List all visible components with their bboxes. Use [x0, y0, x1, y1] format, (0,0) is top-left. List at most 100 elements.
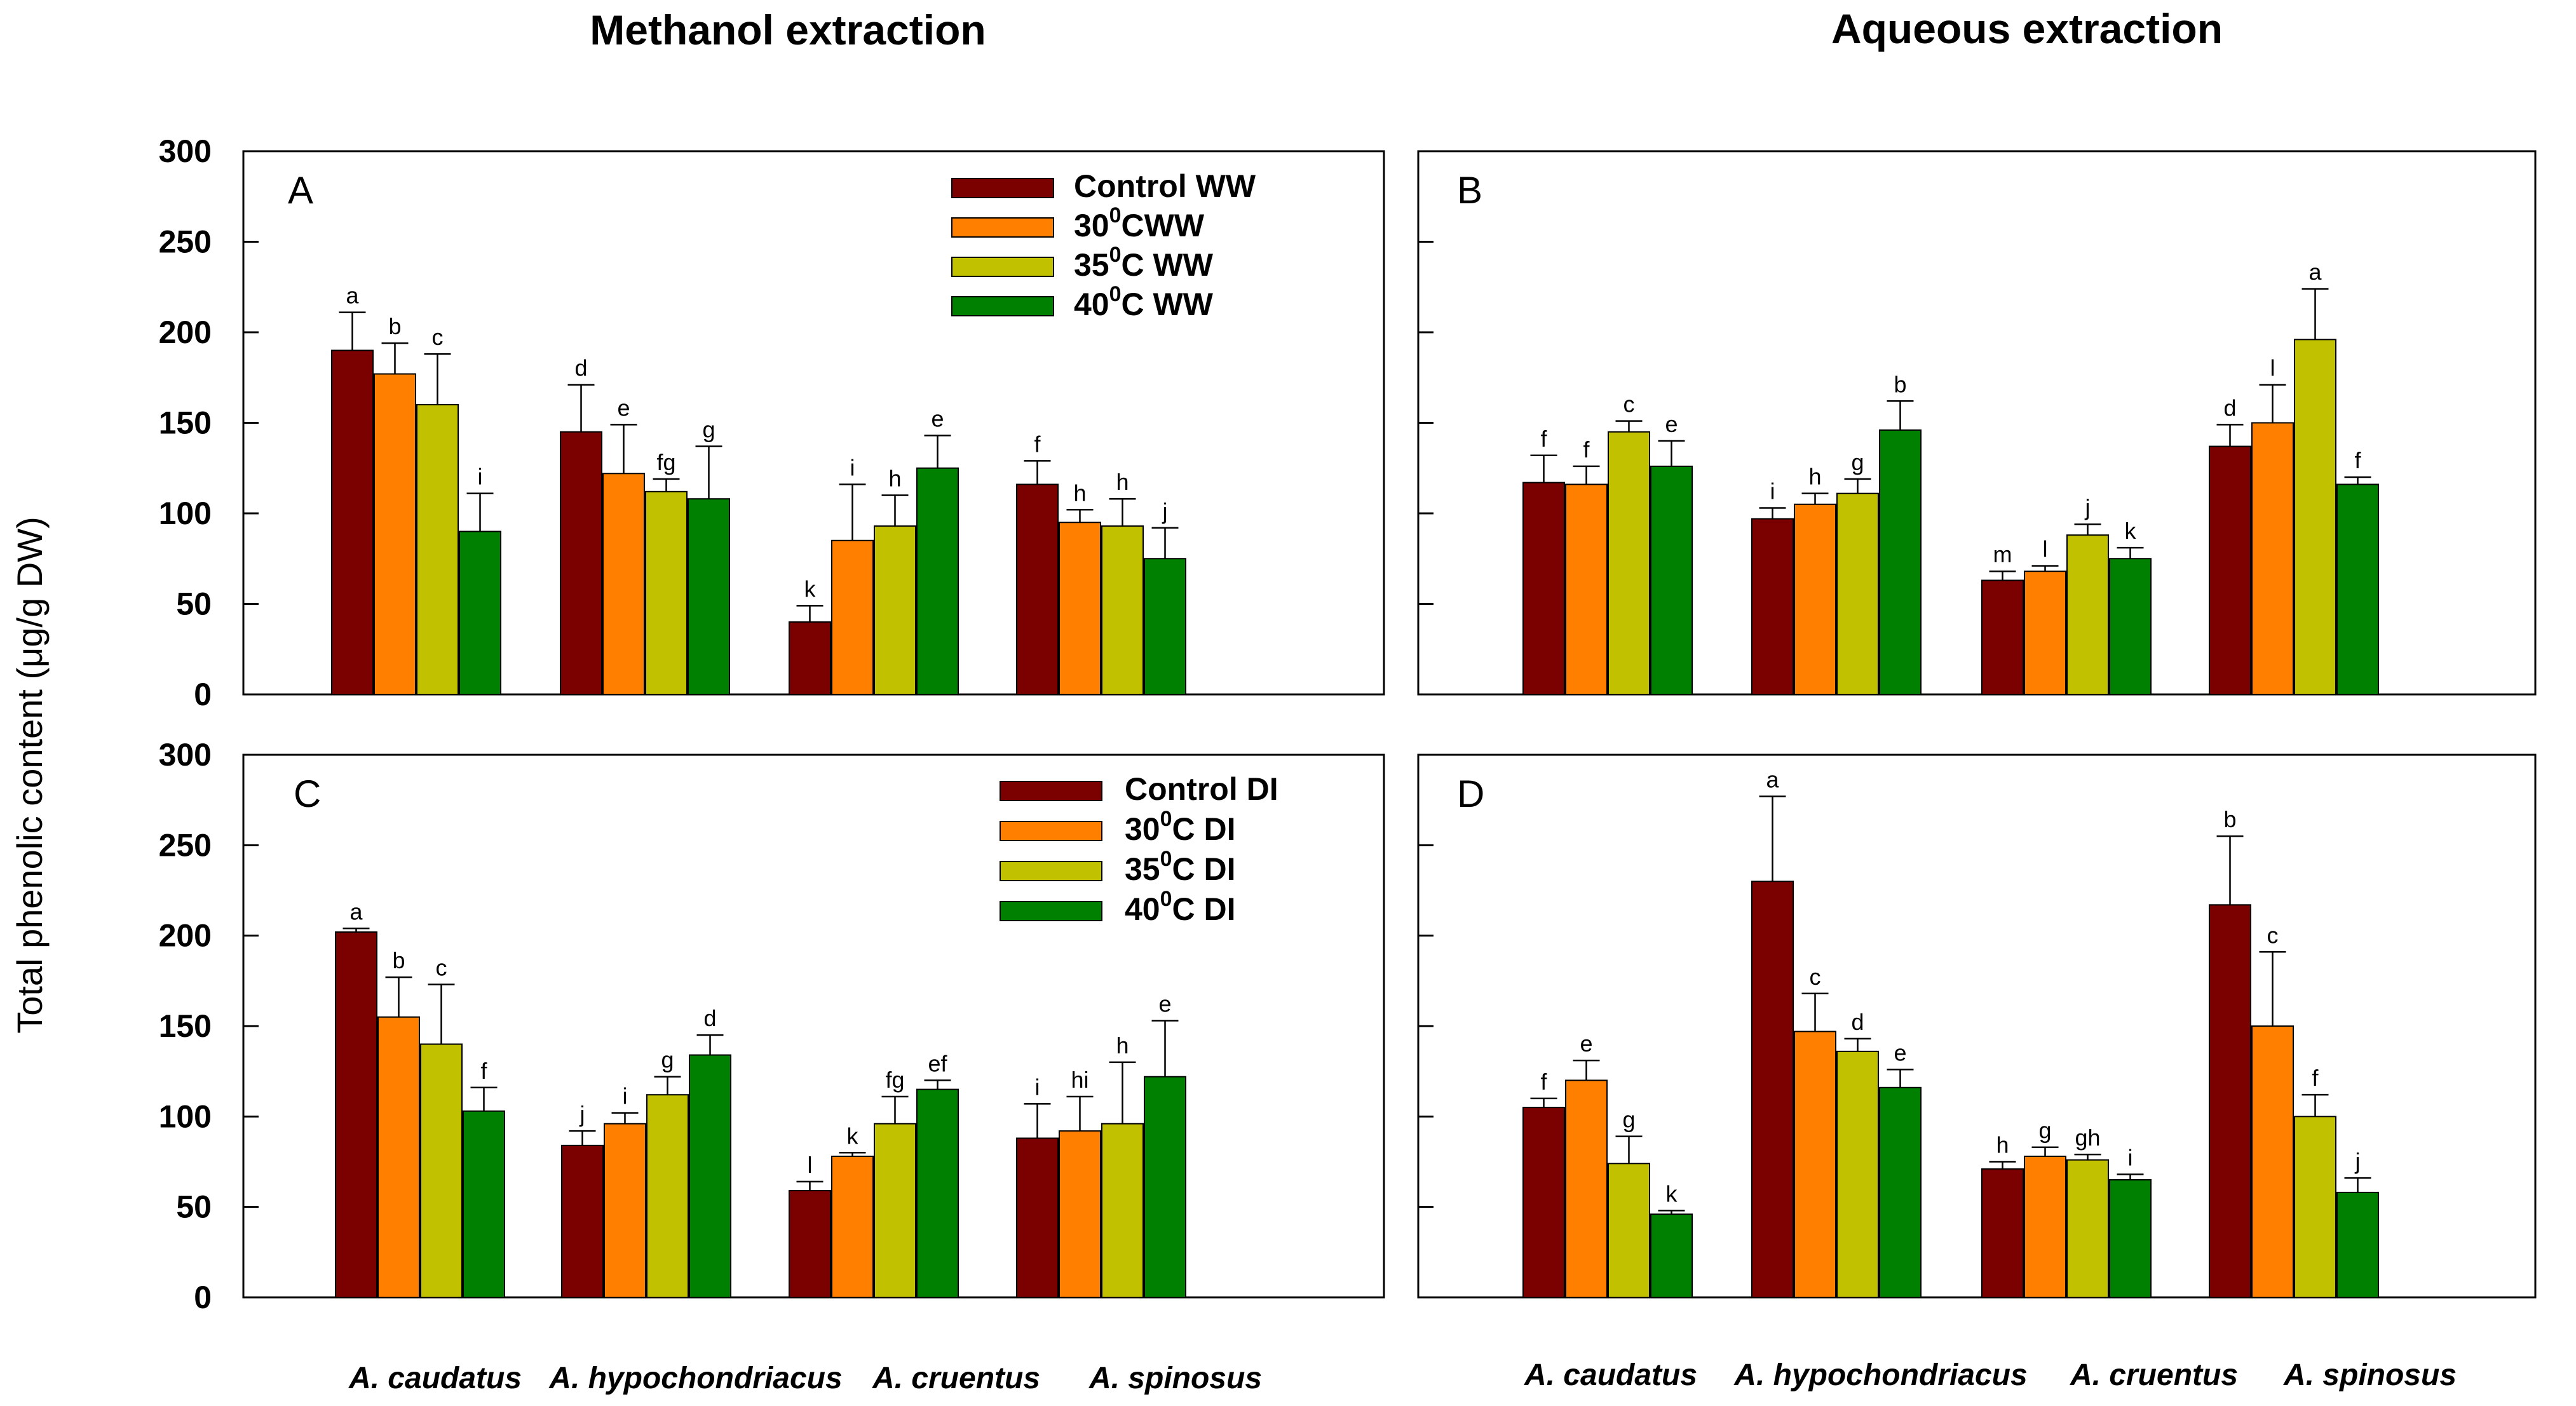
panel-a-ytick-label: 150 [159, 405, 212, 441]
panel-b-bar-35-c-ww-a-hypochondriacus-letter: g [1851, 449, 1864, 475]
panel-a-bar-40-c-ww-a-spinosus-letter: j [1162, 498, 1168, 524]
panel-a-ytick-label: 0 [194, 677, 212, 712]
panel-c-bar-35-c-di-a-cruentus [874, 1123, 916, 1298]
panel-a-bar-control-ww-a-caudatus-letter: a [346, 283, 359, 309]
category-label-right-hypochondriacus: A. hypochondriacus [1733, 1358, 2027, 1392]
panel-d-bar-40-c-di-a-hypochondriacus [1879, 1086, 1922, 1298]
panel-a-bar-35-c-ww-a-spinosus [1101, 525, 1144, 695]
panel-a-legend-swatch-2 [951, 217, 1054, 238]
panel-b-bar-30-c-ww-a-caudatus [1565, 483, 1608, 696]
panel-c-bar-control-di-a-cruentus [789, 1190, 831, 1298]
panel-d-bar-35-c-di-a-hypochondriacus [1836, 1050, 1879, 1299]
panel-a-bar-control-ww-a-hypochondriacus [560, 431, 602, 695]
panel-c-legend-entry-1: Control DI [1125, 771, 1278, 807]
panel-a-bar-35-c-ww-a-hypochondriacus-letter: fg [656, 449, 675, 475]
panel-c-ytick-label: 250 [159, 827, 212, 863]
panel-b-bar-30-c-ww-a-cruentus-letter: l [2043, 536, 2048, 562]
panel-b-bar-control-ww-a-caudatus-letter: f [1540, 426, 1547, 452]
panel-a-ytick-label: 100 [159, 496, 212, 531]
panel-a-legend-entry-3: 350C WW [1074, 243, 1214, 283]
panel-c-bar-30-c-di-a-hypochondriacus [604, 1123, 646, 1298]
category-label-right-cruentus: A. cruentus [2070, 1358, 2238, 1392]
panel-a-legend-swatch-1 [951, 178, 1054, 198]
panel-d-bar-30-c-di-a-caudatus [1565, 1079, 1608, 1299]
panel-d-bar-40-c-di-a-caudatus [1650, 1213, 1693, 1299]
panel-d-bar-30-c-di-a-cruentus-letter: g [2038, 1118, 2051, 1144]
panel-c-bar-control-di-a-caudatus [335, 931, 377, 1299]
panel-c-legend-entry-3: 350C DI [1125, 847, 1236, 887]
panel-d-bar-40-c-di-a-spinosus [2336, 1191, 2379, 1298]
panel-c-ytick-label: 50 [176, 1189, 212, 1225]
panel-d-bar-30-c-di-a-cruentus [2024, 1155, 2066, 1298]
panel-b-bar-30-c-ww-a-hypochondriacus [1794, 503, 1836, 695]
panel-b-bar-35-c-ww-a-caudatus-letter: c [1624, 391, 1635, 417]
panel-a-bar-30-c-ww-a-hypochondriacus-letter: e [617, 395, 630, 421]
panel-d-bar-35-c-di-a-cruentus-letter: gh [2075, 1125, 2100, 1151]
panel-b-label: B [1457, 169, 1482, 212]
panel-a-bar-35-c-ww-a-cruentus [874, 525, 916, 695]
panel-b-bar-40-c-ww-a-cruentus-letter: k [2125, 518, 2137, 544]
panel-b-bar-35-c-ww-a-cruentus [2066, 534, 2109, 696]
panel-b-bar-30-c-ww-a-hypochondriacus-letter: h [1808, 464, 1821, 490]
panel-b-bar-30-c-ww-a-caudatus-letter: f [1583, 436, 1590, 463]
panel-d-bar-35-c-di-a-spinosus [2294, 1116, 2336, 1299]
panel-a-legend-entry-2: 300CWW [1074, 203, 1205, 243]
panel-d-bar-35-c-di-a-hypochondriacus-letter: d [1851, 1009, 1864, 1035]
panel-a-ytick-label: 50 [176, 586, 212, 622]
panel-b-bar-control-ww-a-spinosus [2209, 445, 2251, 695]
panel-b-bar-30-c-ww-a-spinosus-letter: l [2270, 355, 2275, 381]
category-label-left-spinosus: A. spinosus [1088, 1362, 1262, 1395]
panel-c-bar-control-di-a-hypochondriacus [561, 1144, 604, 1298]
panel-c-bar-30-c-di-a-hypochondriacus-letter: i [623, 1083, 628, 1109]
category-label-right-caudatus: A. caudatus [1524, 1358, 1697, 1392]
panel-b-bar-control-ww-a-hypochondriacus [1751, 518, 1794, 695]
panel-a-bar-40-c-ww-a-caudatus [459, 531, 501, 695]
panel-a-bar-40-c-ww-a-hypochondriacus-letter: g [702, 417, 715, 443]
panel-a-bar-30-c-ww-a-spinosus [1059, 522, 1101, 695]
panel-c-bar-30-c-di-a-cruentus-letter: k [847, 1123, 859, 1149]
panel-b-bar-40-c-ww-a-spinosus [2336, 483, 2379, 696]
panel-a-bar-35-c-ww-a-cruentus-letter: h [888, 466, 901, 492]
panel-c-bar-40-c-di-a-cruentus-letter: ef [928, 1050, 947, 1076]
panel-d-bar-control-di-a-cruentus-letter: h [1996, 1132, 2009, 1158]
panel-a-bar-35-c-ww-a-spinosus-letter: h [1116, 469, 1129, 495]
panel-a-bar-control-ww-a-cruentus-letter: k [804, 576, 817, 602]
panel-b-bar-40-c-ww-a-spinosus-letter: f [2354, 447, 2361, 473]
panel-a-bar-35-c-ww-a-caudatus [416, 404, 459, 695]
panel-a-legend-entry-4: 400C WW [1074, 282, 1214, 322]
panel-d-bar-40-c-di-a-caudatus-letter: k [1666, 1180, 1678, 1207]
panel-d-bar-35-c-di-a-spinosus-letter: f [2312, 1065, 2319, 1091]
panel-d-label: D [1457, 773, 1484, 815]
panel-b-bar-control-ww-a-hypochondriacus-letter: i [1770, 478, 1775, 504]
panel-c-legend-swatch-4 [1000, 901, 1102, 921]
panel-d-bar-control-di-a-hypochondriacus-letter: a [1766, 766, 1779, 792]
panel-d-bar-30-c-di-a-hypochondriacus-letter: c [1810, 964, 1821, 990]
panel-d-bar-30-c-di-a-spinosus [2251, 1025, 2294, 1298]
panel-d-bar-40-c-di-a-spinosus-letter: j [2355, 1148, 2361, 1174]
panel-b-bar-35-c-ww-a-caudatus [1608, 431, 1650, 695]
panel-a-bar-35-c-ww-a-caudatus-letter: c [432, 324, 444, 350]
category-label-right-spinosus: A. spinosus [2283, 1358, 2457, 1392]
panel-c-ytick-label: 0 [194, 1280, 212, 1315]
panel-a-ytick-label: 200 [159, 314, 212, 350]
panel-c-bar-control-di-a-spinosus [1016, 1137, 1059, 1298]
panel-a-ytick-label: 250 [159, 224, 212, 260]
panel-c-bar-35-c-di-a-hypochondriacus [646, 1094, 689, 1298]
panel-b-bar-40-c-ww-a-hypochondriacus-letter: b [1894, 371, 1906, 397]
panel-c-bar-40-c-di-a-cruentus [916, 1088, 959, 1298]
panel-b-bar-control-ww-a-cruentus-letter: m [1993, 541, 2012, 567]
panel-c-bar-30-c-di-a-caudatus-letter: b [392, 947, 405, 973]
panel-c-bar-30-c-di-a-spinosus [1059, 1130, 1101, 1299]
panel-b-bar-35-c-ww-a-cruentus-letter: j [2085, 494, 2091, 520]
panel-c-bar-35-c-di-a-caudatus-letter: c [436, 955, 447, 981]
panel-c-bar-30-c-di-a-caudatus [377, 1016, 420, 1299]
panel-d-bar-30-c-di-a-hypochondriacus [1794, 1031, 1836, 1299]
panel-c-ytick-label: 150 [159, 1008, 212, 1044]
panel-a-bar-control-ww-a-cruentus [789, 621, 831, 695]
panel-d-bar-40-c-di-a-cruentus [2109, 1179, 2152, 1299]
panel-a-bar-40-c-ww-a-spinosus [1144, 558, 1186, 695]
panel-c-legend-entry-2: 300C DI [1125, 807, 1236, 847]
panel-a-bar-control-ww-a-spinosus [1016, 483, 1059, 696]
panel-d-bar-30-c-di-a-caudatus-letter: e [1580, 1031, 1592, 1057]
panel-d: Df a h b e c g c g d gh f k e i j [1417, 754, 2537, 1299]
